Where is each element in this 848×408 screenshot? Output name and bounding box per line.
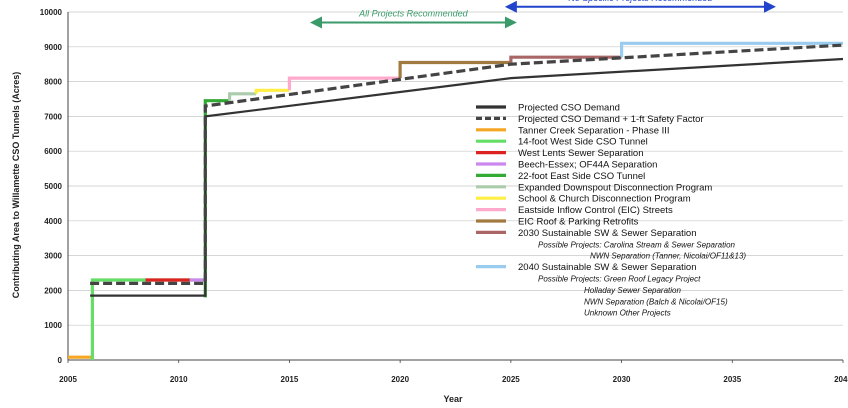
x-tick-label: 2005 [59, 375, 77, 384]
legend-entry: 14-foot West Side CSO Tunnel [518, 137, 648, 148]
legend-entry: Tanner Creek Separation - Phase III [518, 125, 670, 136]
y-tick-label: 5000 [44, 182, 62, 191]
legend-entry: Projected CSO Demand [518, 103, 620, 114]
legend-subnote: Possible Projects: Green Roof Legacy Pro… [538, 275, 701, 284]
y-tick-label: 4000 [44, 217, 62, 226]
y-tick-label: 9000 [44, 43, 62, 52]
annotations: All Projects Recommended No Specific Proj… [310, 0, 776, 29]
legend-subnote: Unknown Other Projects [584, 309, 671, 318]
legend-entry: 2030 Sustainable SW & Sewer Separation [518, 228, 697, 239]
y-tick-label: 6000 [44, 147, 62, 156]
legend-subnote: NWN Separation (Balch & Nicolai/OF15) [584, 297, 728, 306]
y-tick-label: 10000 [40, 8, 63, 17]
legend-entry: 22-foot East Side CSO Tunnel [518, 171, 645, 182]
series-line-7 [228, 92, 257, 101]
x-tick-label: 2020 [391, 375, 409, 384]
legend-entry: Eastside Inflow Control (EIC) Streets [518, 205, 673, 216]
series-line-1 [90, 43, 844, 285]
grid-lines [68, 11, 843, 326]
y-axis-label: Contributing Area to Willamette CSO Tunn… [11, 72, 21, 298]
annotation-label: No Specific Projects Recommended [568, 0, 713, 3]
legend-subnote: Holladay Sewer Separation [584, 286, 681, 295]
x-axis-label: Year [443, 394, 463, 404]
y-tick-label: 1000 [44, 321, 62, 330]
series-line-11 [509, 55, 622, 63]
x-tick-label: 2030 [613, 375, 631, 384]
x-tick-label: 2025 [502, 375, 520, 384]
x-tick-label: 2010 [170, 375, 188, 384]
axes: 0 1000 2000 3000 4000 5000 6000 7000 8000 9000 100… [40, 8, 848, 384]
series-line-3 [90, 278, 206, 360]
x-tick-label: 2035 [723, 375, 741, 384]
series-group [68, 41, 844, 360]
legend-entry: Projected CSO Demand + 1-ft Safety Facto… [518, 114, 704, 125]
legend-entry: EIC Roof & Parking Retrofits [518, 217, 639, 228]
legend-entry: Expanded Downspout Disconnection Program [518, 182, 712, 193]
x-tick-label: 2015 [281, 375, 299, 384]
series-line-0 [90, 57, 844, 297]
y-tick-label: 8000 [44, 78, 62, 87]
legend-entry: Beech-Essex; OF44A Separation [518, 160, 657, 171]
annotation-label: All Projects Recommended [358, 8, 469, 18]
legend-subnote: Possible Projects: Carolina Stream & Sew… [538, 240, 736, 249]
series-line-12 [619, 41, 843, 58]
y-tick-label: 2000 [44, 286, 62, 295]
legend-entry: School & Church Disconnection Program [518, 194, 691, 205]
y-tick-label: 3000 [44, 252, 62, 261]
series-line-9 [287, 76, 401, 91]
y-tick-label: 0 [58, 356, 63, 365]
legend-entry: 2040 Sustainable SW & Sewer Separation [518, 262, 697, 273]
series-line-8 [254, 88, 290, 94]
legend-subnote: NWN Separation (Tanner, Nicolai/OF11&13) [590, 252, 746, 261]
series-line-10 [398, 60, 511, 79]
legend-entry: West Lents Sewer Separation [518, 148, 644, 159]
y-tick-label: 7000 [44, 112, 62, 121]
x-tick-label: 2040 [834, 375, 848, 384]
series-line-6 [203, 99, 230, 298]
